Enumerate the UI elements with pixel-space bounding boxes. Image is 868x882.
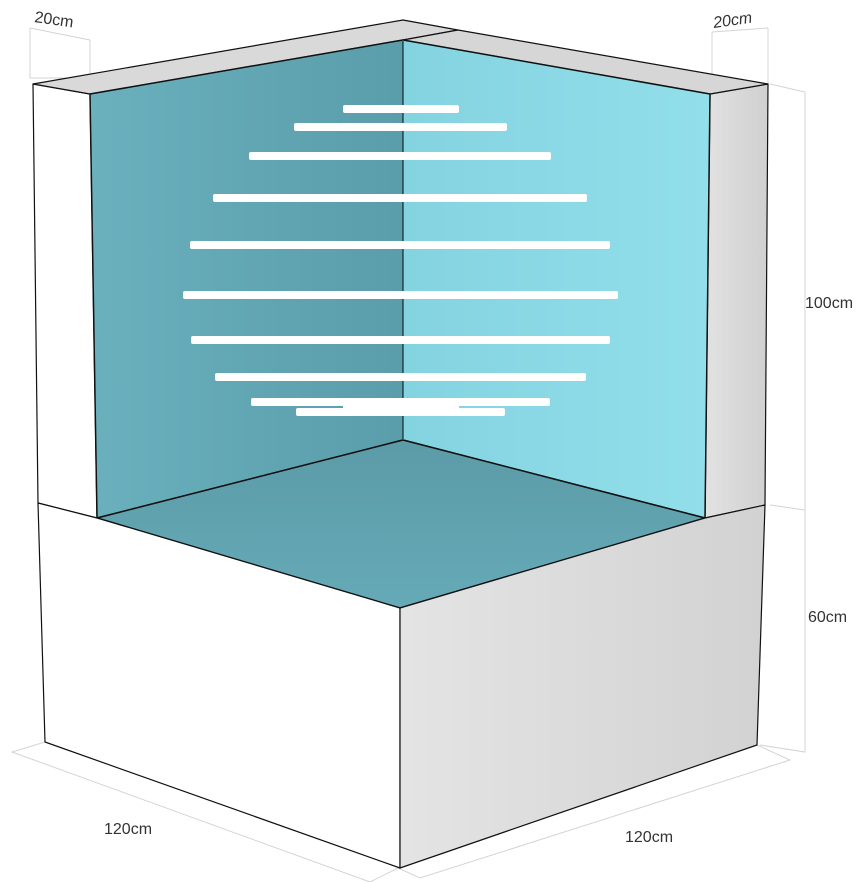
shelf-bar-11 [343,404,459,412]
dim-line-top-left-bar [29,27,91,41]
dim-line-top-left [29,28,88,79]
label-base-height: 60cm [808,609,847,626]
dimension-lines [10,27,806,882]
left-frame-pillar [32,83,98,519]
shelf-bar-4 [213,194,587,202]
dim-line-right-base [759,510,806,753]
shelves [183,105,618,416]
dim-line-right-height [769,83,806,511]
label-upper-height: 100cm [805,295,853,312]
label-bottom-left-width: 120cm [104,821,152,838]
shelf-bar-3 [249,152,551,160]
base-cabinet-right-face [399,504,766,869]
dim-line-bottom-right [397,744,792,879]
dim-line-bottom-left [10,741,399,882]
shelf-bar-6 [183,291,618,299]
shelf-bar-1 [343,105,459,113]
shelf-bar-2 [294,123,507,131]
shelf-bar-7 [191,336,610,344]
shelf-bar-5 [190,241,610,249]
label-top-right-depth: 20cm [711,10,753,32]
shelf-bar-8 [215,373,586,381]
dim-line-top-right-bar [711,27,769,33]
label-bottom-right-width: 120cm [625,829,673,846]
right-frame-pillar [704,83,769,519]
shelf-bar-9 [251,398,550,406]
label-top-left-depth: 20cm [33,9,74,31]
